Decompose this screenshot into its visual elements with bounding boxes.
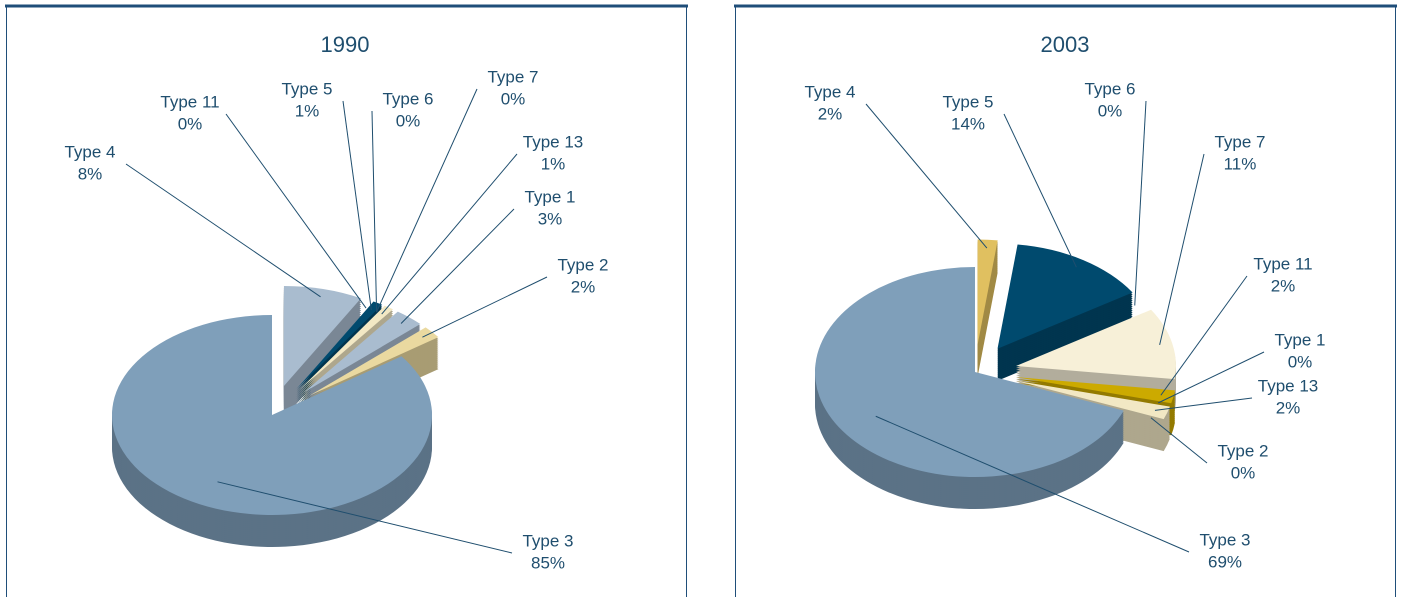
slice-label: Type 11 <box>160 92 219 111</box>
leader-line <box>1003 113 1077 268</box>
panel-frame <box>5 4 1397 597</box>
slice-value-label: 0% <box>1288 352 1313 371</box>
slice <box>1015 309 1176 380</box>
leader-line <box>376 88 478 313</box>
slice-label: Type 1 <box>1274 330 1325 349</box>
slice-label: Type 5 <box>942 92 993 111</box>
slice <box>111 315 432 515</box>
slice <box>1016 377 1175 404</box>
leader-line <box>1134 100 1147 306</box>
leader-line <box>875 415 1190 553</box>
leader-line <box>371 110 378 313</box>
slice <box>815 267 1124 477</box>
leader-line <box>381 153 518 315</box>
leader-line <box>225 113 367 309</box>
slice-value-label: 2% <box>1271 276 1296 295</box>
slice-label: Type 1 <box>524 187 575 206</box>
slice-value-label: 0% <box>396 111 421 130</box>
slice-side <box>1016 379 1175 406</box>
slice-value-label: 11% <box>1224 154 1257 173</box>
leader-line <box>400 208 515 324</box>
slice-value-label: 1% <box>541 154 566 173</box>
slice-value-label: 69% <box>1208 552 1242 571</box>
slice-value-label: 85% <box>531 553 565 572</box>
slice-value-label: 2% <box>571 277 596 296</box>
leader-line <box>422 276 548 338</box>
slice <box>303 311 421 393</box>
slice-value-label: 8% <box>78 164 103 183</box>
slice-label: Type 2 <box>557 255 608 274</box>
slice-label: Type 6 <box>382 89 433 108</box>
leader-line <box>217 481 513 554</box>
slice <box>298 305 394 391</box>
slice-value-label: 0% <box>178 114 203 133</box>
slice-label: Type 6 <box>1084 79 1135 98</box>
leader-line <box>865 103 988 249</box>
slice <box>308 327 439 396</box>
slice-side <box>1014 382 1170 422</box>
leader-line <box>1154 397 1253 411</box>
slice-label: Type 13 <box>523 132 584 151</box>
slice-label: Type 5 <box>281 79 332 98</box>
slice-label: Type 7 <box>487 67 538 86</box>
slice-label: Type 3 <box>522 531 573 550</box>
slice <box>997 244 1133 349</box>
slice-label: Type 4 <box>804 82 855 101</box>
slice-value-label: 14% <box>951 114 985 133</box>
slice-label: Type 2 <box>1217 441 1268 460</box>
leader-line <box>125 163 321 298</box>
slice <box>977 239 998 345</box>
leader-line <box>1159 153 1205 346</box>
chart-title: 2003 <box>1041 32 1090 57</box>
leader-line <box>342 100 372 311</box>
slice-label: Type 13 <box>1258 376 1319 395</box>
slice-label: Type 7 <box>1214 132 1265 151</box>
slice-label: Type 11 <box>1253 254 1312 273</box>
slice <box>296 301 383 390</box>
leader-line <box>1160 275 1248 396</box>
leader-line <box>1150 417 1208 464</box>
leader-line <box>1158 351 1265 404</box>
slice-value-label: 1% <box>295 101 320 120</box>
slice-label: Type 3 <box>1199 530 1250 549</box>
slice-label: Type 4 <box>64 142 115 161</box>
slice <box>283 285 362 386</box>
slice-value-label: 3% <box>538 209 563 228</box>
chart-title: 1990 <box>321 32 370 57</box>
slice-value-label: 0% <box>501 89 526 108</box>
slice <box>295 301 373 389</box>
slice-value-label: 2% <box>1276 398 1301 417</box>
slice <box>1014 380 1170 420</box>
slice-value-label: 0% <box>1231 463 1256 482</box>
slice-value-label: 2% <box>818 104 843 123</box>
slice-value-label: 0% <box>1098 101 1123 120</box>
